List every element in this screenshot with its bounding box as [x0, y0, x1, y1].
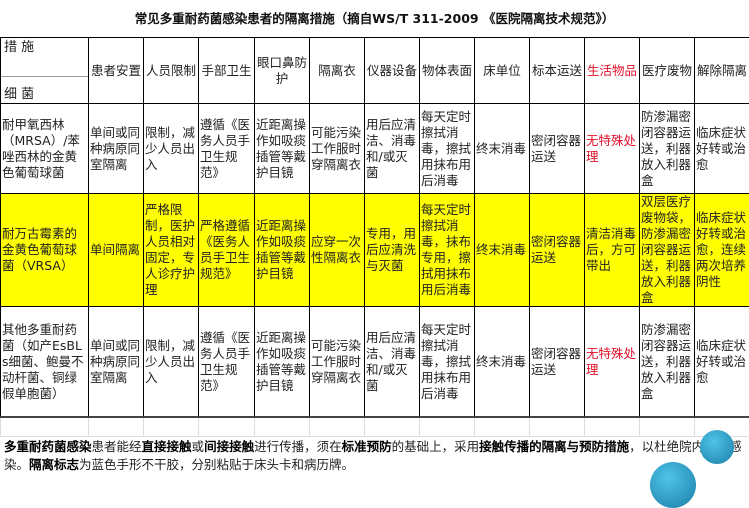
decorative-bubble: [650, 462, 696, 508]
measure-cell: 密闭容器运送: [530, 194, 585, 307]
measure-cell: 临床症状好转或治愈: [695, 104, 749, 194]
note-text: 进行传播，须在: [254, 439, 342, 454]
column-header: 隔离衣: [310, 38, 365, 104]
bacteria-name-cell: 耐甲氧西林（MRSA）/苯唑西林的金黄色葡萄球菌: [1, 104, 89, 194]
table-row: 耐甲氧西林（MRSA）/苯唑西林的金黄色葡萄球菌单间或同种病原同室隔离限制，减少…: [1, 104, 749, 194]
measure-cell: 近距离操作如吸痰插管等戴护目镜: [255, 307, 310, 418]
page-title: 常见多重耐药菌感染患者的隔离措施（摘自WS/T 311-2009 《医院隔离技术…: [0, 0, 749, 37]
measure-cell: 密闭容器运送: [530, 307, 585, 418]
column-header: 解除隔离: [695, 38, 749, 104]
measure-cell: 双层医疗废物袋，防渗漏密闭容器运送，利器放入利器盒: [640, 194, 695, 307]
measure-cell: 严格遵循《医务人员手卫生规范》: [199, 194, 255, 307]
note-bold: 隔离标志: [29, 457, 79, 472]
measure-cell: 终末消毒: [475, 194, 530, 307]
decorative-bubble: [700, 430, 734, 464]
corner-bacteria-label: 细 菌: [4, 87, 34, 103]
empty-cell: [585, 417, 640, 437]
isolation-measures-table: 措 施 细 菌 患者安置人员限制手部卫生眼口鼻防护隔离衣仪器设备物体表面床单位标…: [0, 37, 749, 437]
empty-cell: [420, 417, 475, 437]
measure-cell: 严格限制，医护人员相对固定，专人诊疗护理: [144, 194, 199, 307]
column-header: 手部卫生: [199, 38, 255, 104]
footnote: 多重耐药菌感染患者能经直接接触或间接接触进行传播，须在标准预防的基础上，采用接触…: [4, 438, 744, 474]
measure-cell: 防渗漏密闭容器运送，利器放入利器盒: [640, 307, 695, 418]
bacteria-name-cell: 耐万古霉素的金黄色葡萄球菌（VRSA）: [1, 194, 89, 307]
note-bold: 多重耐药菌感染: [4, 439, 92, 454]
measure-cell: 可能污染工作服时穿隔离衣: [310, 307, 365, 418]
measure-cell: 单间隔离: [89, 194, 144, 307]
note-bold: 直接接触: [142, 439, 192, 454]
empty-cell: [475, 417, 530, 437]
column-header: 仪器设备: [365, 38, 420, 104]
table-row: 其他多重耐药菌（如产EsBLs细菌、鲍曼不动杆菌、铜绿假单胞菌）单间或同种病原同…: [1, 307, 749, 418]
measure-cell: 防渗漏密闭容器运送，利器放入利器盒: [640, 104, 695, 194]
empty-cell: [530, 417, 585, 437]
note-bold: 间接接触: [204, 439, 254, 454]
measure-cell: 用后应清洁、消毒和/或灭菌: [365, 104, 420, 194]
measure-cell: 用后应清洁、消毒和/或灭菌: [365, 307, 420, 418]
measure-cell: 每天定时擦拭消毒，抹布专用，擦拭用抹布用后消毒: [420, 194, 475, 307]
column-header: 生活物品: [585, 38, 640, 104]
note-text: 或: [192, 439, 205, 454]
measure-cell: 应穿一次性隔离衣: [310, 194, 365, 307]
measure-cell: 无特殊处理: [585, 307, 640, 418]
column-header: 患者安置: [89, 38, 144, 104]
measure-cell: 限制，减少人员出入: [144, 104, 199, 194]
bacteria-name-cell: 其他多重耐药菌（如产EsBLs细菌、鲍曼不动杆菌、铜绿假单胞菌）: [1, 307, 89, 418]
measure-cell: 无特殊处理: [585, 104, 640, 194]
column-header: 医疗废物: [640, 38, 695, 104]
note-text: 患者能经: [92, 439, 142, 454]
measure-cell: 限制，减少人员出入: [144, 307, 199, 418]
empty-cell: [365, 417, 420, 437]
measure-cell: 单间或同种病原同室隔离: [89, 307, 144, 418]
column-header: 眼口鼻防护: [255, 38, 310, 104]
note-text: 为蓝色手形不干胶，分别粘贴于床头卡和病历牌。: [79, 457, 354, 472]
empty-cell: [310, 417, 365, 437]
measure-cell: 每天定时擦拭消毒，擦拭用抹布用后消毒: [420, 104, 475, 194]
note-bold: 标准预防: [342, 439, 392, 454]
measure-cell: 近距离操作如吸痰插管等戴护目镜: [255, 194, 310, 307]
measure-cell: 单间或同种病原同室隔离: [89, 104, 144, 194]
measure-cell: 临床症状好转或治愈，连续两次培养阴性: [695, 194, 749, 307]
corner-cell: 措 施 细 菌: [1, 38, 89, 104]
table-row: 耐万古霉素的金黄色葡萄球菌（VRSA）单间隔离严格限制，医护人员相对固定，专人诊…: [1, 194, 749, 307]
measure-cell: 每天定时擦拭消毒，擦拭用抹布用后消毒: [420, 307, 475, 418]
measure-cell: 密闭容器运送: [530, 104, 585, 194]
empty-row: [1, 417, 749, 437]
empty-cell: [89, 417, 144, 437]
corner-divider: [1, 76, 88, 77]
note-text: 的基础上，采用: [392, 439, 480, 454]
measure-cell: 可能污染工作服时穿隔离衣: [310, 104, 365, 194]
column-header: 物体表面: [420, 38, 475, 104]
measure-cell: 遵循《医务人员手卫生规范》: [199, 307, 255, 418]
empty-cell: [144, 417, 199, 437]
column-header: 标本运送: [530, 38, 585, 104]
measure-cell: 专用，用后应清洗与灭菌: [365, 194, 420, 307]
empty-cell: [255, 417, 310, 437]
measure-cell: 近距离操作如吸痰插管等戴护目镜: [255, 104, 310, 194]
note-bold: 接触传播的隔离与预防措施: [479, 439, 629, 454]
empty-cell: [1, 417, 89, 437]
corner-measures-label: 措 施: [4, 40, 34, 56]
measure-cell: 终末消毒: [475, 307, 530, 418]
header-row: 措 施 细 菌 患者安置人员限制手部卫生眼口鼻防护隔离衣仪器设备物体表面床单位标…: [1, 38, 749, 104]
measure-cell: 临床症状好转或治愈: [695, 307, 749, 418]
column-header: 床单位: [475, 38, 530, 104]
measure-cell: 清洁消毒后，方可带出: [585, 194, 640, 307]
column-header: 人员限制: [144, 38, 199, 104]
empty-cell: [640, 417, 695, 437]
measure-cell: 遵循《医务人员手卫生规范》: [199, 104, 255, 194]
measure-cell: 终末消毒: [475, 104, 530, 194]
empty-cell: [199, 417, 255, 437]
